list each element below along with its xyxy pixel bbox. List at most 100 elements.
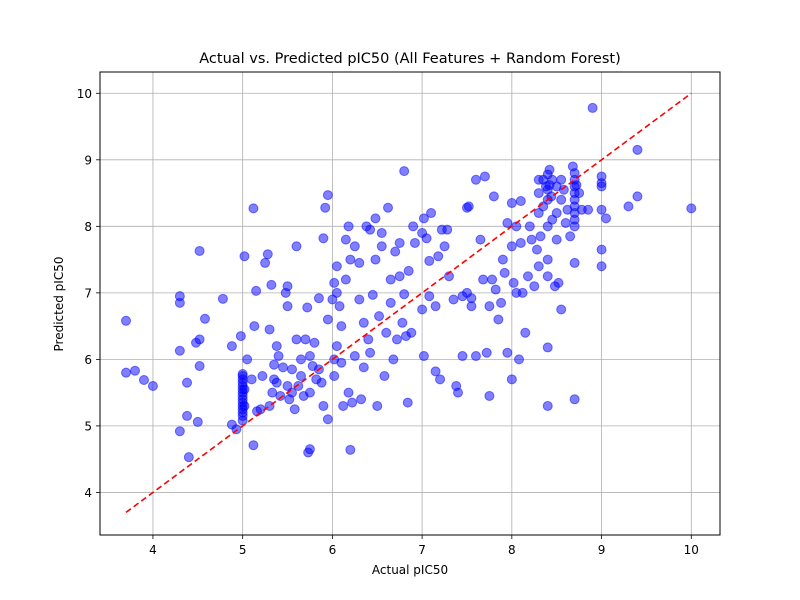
scatter-point (526, 234, 537, 245)
scatter-point (340, 234, 351, 245)
scatter-point (370, 213, 381, 224)
scatter-point (596, 261, 607, 272)
scatter-point (499, 267, 510, 278)
scatter-point (374, 311, 385, 322)
scatter-point (442, 224, 453, 235)
scatter-point (394, 271, 405, 282)
scatter-points (121, 102, 697, 463)
scatter-point (249, 321, 260, 332)
scatter-point (439, 241, 450, 252)
scatter-point (402, 397, 413, 408)
scatter-point (194, 361, 205, 372)
chart-title: Actual vs. Predicted pIC50 (All Features… (199, 51, 620, 67)
scatter-point (542, 254, 553, 265)
scatter-point (291, 241, 302, 252)
scatter-point (484, 301, 495, 312)
scatter-point (260, 257, 271, 268)
scatter-point (347, 397, 358, 408)
scatter-point (417, 304, 428, 315)
scatter-point (331, 287, 342, 298)
scatter-point (490, 284, 501, 295)
scatter-point (496, 297, 507, 308)
scatter-point (517, 287, 528, 298)
scatter-point (242, 354, 253, 365)
scatter-point (282, 281, 293, 292)
scatter-point (596, 244, 607, 255)
scatter-point (300, 334, 311, 345)
scatter-point (282, 301, 293, 312)
scatter-point (262, 249, 273, 260)
scatter-point (322, 314, 333, 325)
reference-line-layer (125, 92, 692, 514)
scatter-point (358, 317, 369, 328)
scatter-point (336, 321, 347, 332)
scatter-point (302, 302, 313, 313)
scatter-point (271, 341, 282, 352)
scatter-point (424, 255, 435, 266)
scatter-point (514, 354, 525, 365)
scatter-point (182, 377, 193, 388)
scatter-point (426, 208, 437, 219)
x-tick-label: 4 (149, 543, 157, 557)
scatter-point (318, 400, 329, 411)
scatter-point (569, 257, 580, 268)
scatter-point (376, 241, 387, 252)
scatter-point (556, 174, 567, 185)
scatter-point (239, 251, 250, 262)
y-tick-label: 8 (84, 220, 92, 234)
scatter-point (403, 265, 414, 276)
scatter-point (237, 415, 248, 426)
reference-line (125, 92, 692, 514)
scatter-point (345, 254, 356, 265)
scatter-point (343, 387, 354, 398)
scatter-point (457, 351, 468, 362)
scatter-point (338, 400, 349, 411)
scatter-point (478, 274, 489, 285)
scatter-point (623, 201, 634, 212)
scatter-point (295, 371, 306, 382)
y-tick-label: 9 (84, 153, 92, 167)
scatter-point (372, 400, 383, 411)
scatter-point (239, 384, 250, 395)
scatter-point (237, 369, 248, 380)
scatter-point (358, 362, 369, 373)
scatter-point (174, 345, 185, 356)
scatter-point (551, 234, 562, 245)
scatter-point (295, 354, 306, 365)
scatter-point (542, 271, 553, 282)
scatter-point (556, 304, 567, 315)
scatter-point (320, 202, 331, 213)
scatter-point (329, 371, 340, 382)
scatter-point (506, 198, 517, 209)
scatter-point (391, 334, 402, 345)
scatter-point (506, 241, 517, 252)
scatter-point (182, 410, 193, 421)
scatter-point (409, 237, 420, 248)
scatter-point (399, 166, 410, 177)
scatter-point (363, 334, 374, 345)
scatter-point (502, 347, 513, 358)
scatter-point (544, 164, 555, 175)
scatter-point (553, 277, 564, 288)
scatter-point (435, 374, 446, 385)
scatter-point (506, 374, 517, 385)
scatter-point (271, 377, 282, 388)
scatter-point (287, 364, 298, 375)
scatter-point (466, 293, 477, 304)
scatter-point (304, 387, 315, 398)
scatter-point (385, 274, 396, 285)
scatter-point (596, 204, 607, 215)
y-tick-label: 7 (84, 286, 92, 300)
scatter-point (488, 191, 499, 202)
scatter-point (487, 274, 498, 285)
scatter-point (542, 400, 553, 411)
scatter-point (520, 327, 531, 338)
scatter-point (121, 315, 132, 326)
x-tick-label: 9 (598, 543, 606, 557)
y-tick-label: 4 (84, 486, 92, 500)
scatter-point (273, 351, 284, 362)
scatter-point (334, 301, 345, 312)
scatter-point (345, 444, 356, 455)
